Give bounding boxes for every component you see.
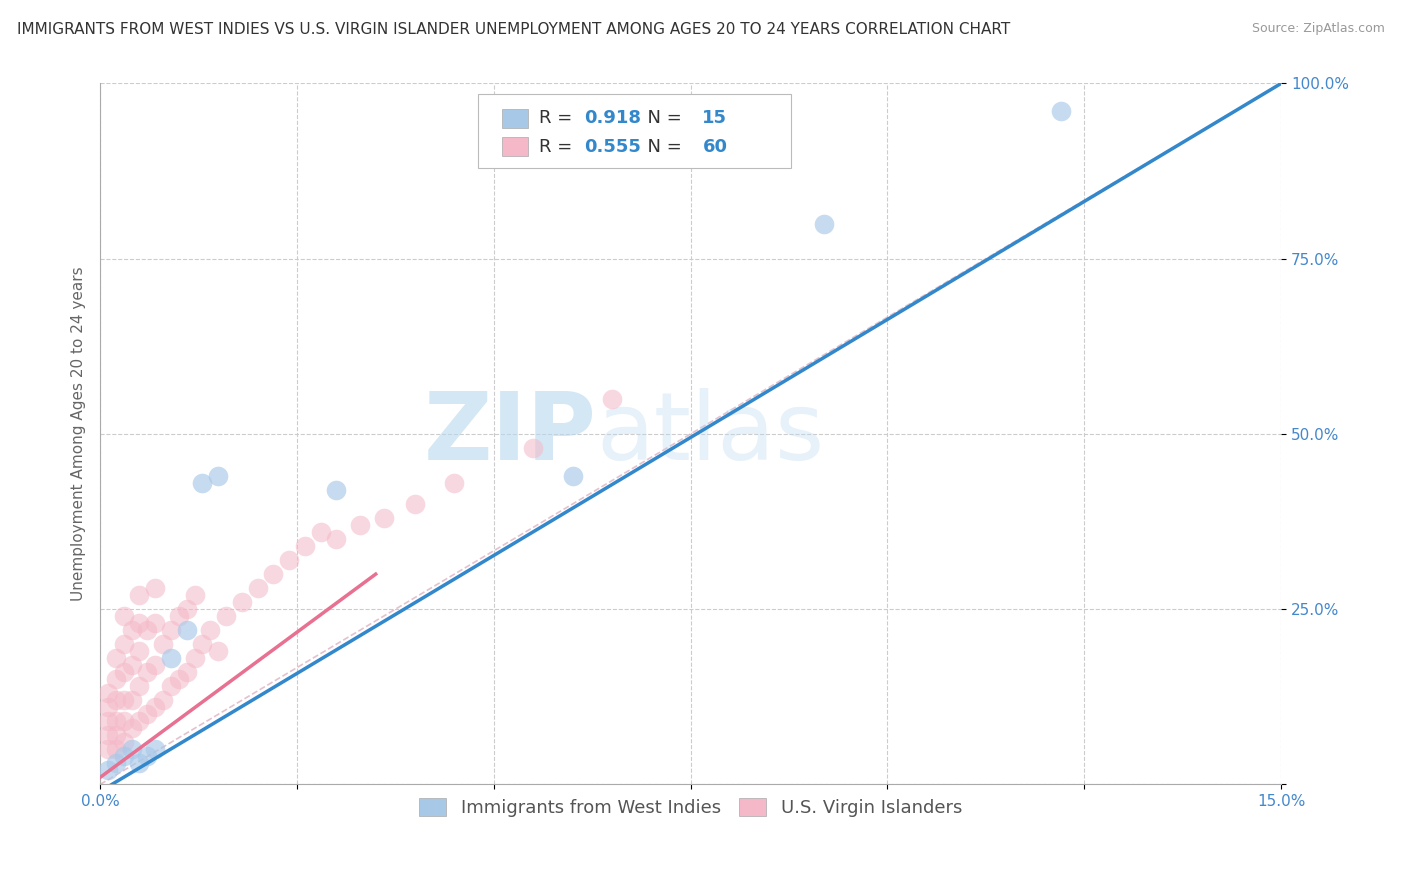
Point (143, 700, 166, 714)
Text: IMMIGRANTS FROM WEST INDIES VS U.S. VIRGIN ISLANDER UNEMPLOYMENT AMONG AGES 20 T: IMMIGRANTS FROM WEST INDIES VS U.S. VIRG… (17, 22, 1010, 37)
Point (104, 742, 127, 756)
Point (207, 644, 229, 658)
Point (325, 532, 347, 546)
Point (813, 217, 835, 231)
Text: 0.918: 0.918 (585, 110, 641, 128)
Point (97, 714, 120, 729)
Point (325, 483, 347, 497)
FancyBboxPatch shape (478, 94, 792, 168)
Point (128, 756, 150, 771)
Point (128, 714, 150, 729)
Point (112, 735, 135, 749)
Legend: Immigrants from West Indies, U.S. Virgin Islanders: Immigrants from West Indies, U.S. Virgin… (412, 790, 969, 824)
Point (167, 609, 190, 624)
Point (104, 728, 127, 742)
Point (207, 469, 229, 483)
Point (121, 693, 143, 707)
Point (246, 581, 269, 595)
Point (97, 764, 120, 778)
Point (183, 588, 205, 602)
Text: 15: 15 (703, 110, 727, 128)
Point (167, 673, 190, 687)
Text: N =: N = (637, 110, 688, 128)
Point (600, 392, 623, 406)
Point (176, 602, 198, 616)
Text: 60: 60 (703, 137, 727, 155)
Text: R =: R = (540, 137, 578, 155)
Bar (502, 137, 527, 155)
Point (231, 595, 253, 609)
Point (160, 624, 183, 638)
Point (112, 693, 135, 707)
Point (262, 567, 284, 582)
Point (143, 658, 166, 673)
Point (349, 518, 371, 533)
Point (176, 665, 198, 680)
Point (191, 475, 214, 490)
Point (104, 693, 127, 707)
Point (128, 644, 150, 658)
Point (104, 714, 127, 729)
Point (128, 588, 150, 602)
Point (112, 665, 135, 680)
Point (294, 539, 316, 553)
Point (191, 637, 214, 651)
Bar (502, 110, 527, 128)
Point (112, 609, 135, 624)
Point (152, 637, 174, 651)
Point (97, 700, 120, 714)
Point (136, 707, 159, 722)
Point (561, 469, 583, 483)
Point (443, 475, 465, 490)
Point (152, 693, 174, 707)
Point (112, 714, 135, 729)
Point (97, 728, 120, 742)
Point (112, 637, 135, 651)
Point (160, 679, 183, 693)
Point (143, 616, 166, 631)
Point (104, 651, 127, 665)
Point (522, 441, 544, 455)
Point (121, 624, 143, 638)
Point (200, 624, 222, 638)
Text: Source: ZipAtlas.com: Source: ZipAtlas.com (1251, 22, 1385, 36)
Point (215, 609, 238, 624)
Text: atlas: atlas (596, 388, 824, 480)
Point (404, 497, 426, 511)
Text: N =: N = (637, 137, 688, 155)
Point (160, 651, 183, 665)
Text: R =: R = (540, 110, 578, 128)
Point (128, 679, 150, 693)
Point (176, 624, 198, 638)
Point (104, 756, 127, 771)
Text: ZIP: ZIP (423, 388, 596, 480)
Point (136, 624, 159, 638)
Text: 0.555: 0.555 (585, 137, 641, 155)
Point (97, 742, 120, 756)
Point (104, 673, 127, 687)
Point (136, 665, 159, 680)
Point (128, 616, 150, 631)
Point (136, 749, 159, 764)
Point (278, 553, 301, 567)
Point (112, 749, 135, 764)
Point (121, 658, 143, 673)
Point (121, 742, 143, 756)
Point (143, 742, 166, 756)
Point (373, 511, 395, 525)
Point (121, 722, 143, 736)
Point (97, 686, 120, 700)
Point (1049, 104, 1071, 119)
Point (143, 581, 166, 595)
Y-axis label: Unemployment Among Ages 20 to 24 years: Unemployment Among Ages 20 to 24 years (72, 267, 86, 601)
Point (309, 524, 332, 539)
Point (183, 651, 205, 665)
